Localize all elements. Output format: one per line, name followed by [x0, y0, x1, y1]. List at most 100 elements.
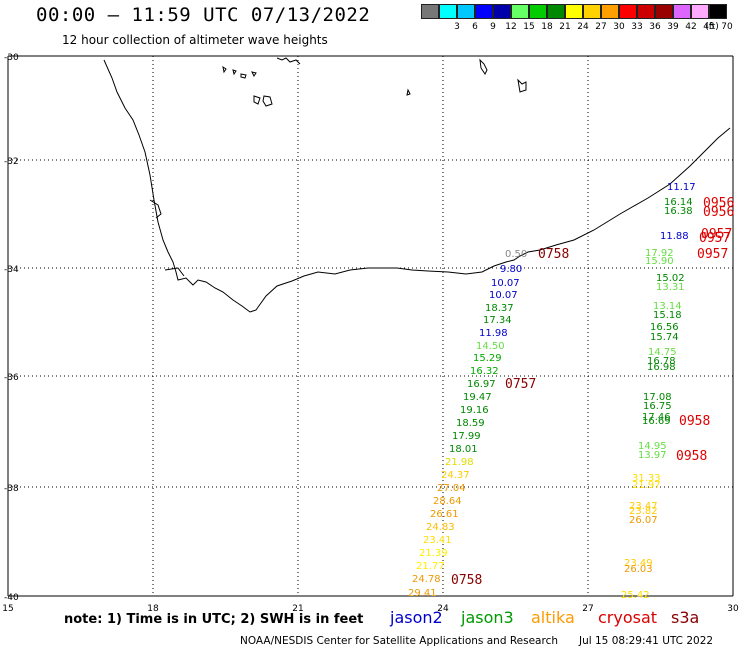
wave-height-label: 15.18	[653, 310, 682, 321]
legend-swatch	[619, 4, 637, 19]
wave-height-labels: 0.509.8010.0710.0718.3717.3411.9814.5015…	[408, 182, 696, 601]
wave-height-label: 15.02	[656, 273, 685, 284]
legend-label: 30	[613, 22, 625, 32]
wave-height-label: 18.01	[449, 444, 478, 455]
coastline-detail	[149, 199, 185, 277]
wave-height-label: 18.37	[485, 303, 514, 314]
wave-height-label: 0.50	[505, 249, 527, 260]
pass-time-label: 0757	[505, 377, 536, 392]
satellite-altika: altika	[531, 608, 575, 627]
pass-time-label: 0758	[538, 247, 569, 262]
lat-label: -38	[4, 484, 19, 494]
pass-time-label: 0958	[676, 449, 707, 464]
satellite-cryosat: cryosat	[598, 608, 658, 627]
legend-label: 24	[577, 22, 589, 32]
wave-height-label: 27.04	[437, 483, 466, 494]
wave-height-label: 23.47	[629, 501, 658, 512]
wave-height-label: 24.78	[412, 574, 441, 585]
legend-swatch	[637, 4, 655, 19]
legend-label: 9	[490, 22, 496, 32]
lon-label: 24	[437, 604, 449, 614]
page-title: 00:00 – 11:59 UTC 07/13/2022	[36, 4, 371, 26]
wave-height-label: 23.49	[624, 558, 653, 569]
wave-height-label: 13.97	[638, 450, 667, 461]
pass-time-label: 0956	[703, 196, 734, 211]
legend-label: 33	[631, 22, 643, 32]
coastline	[103, 59, 731, 313]
wave-height-label: 31.33	[632, 473, 661, 484]
wave-height-label: 14.75	[648, 347, 677, 358]
legend-swatch	[493, 4, 511, 19]
wave-height-label: 26.07	[629, 515, 658, 526]
wave-height-label: 13.14	[653, 301, 682, 312]
lat-label: -30	[4, 53, 19, 63]
wave-height-label: 23.82	[629, 506, 658, 517]
wave-height-label: 24.37	[441, 470, 470, 481]
wave-height-label: 16.98	[647, 362, 676, 373]
wave-height-label: 19.47	[463, 392, 492, 403]
wave-height-label: 15.90	[645, 256, 674, 267]
wave-height-label: 17.08	[643, 392, 672, 403]
wave-height-label: 17.92	[645, 248, 674, 259]
legend-unit: (ft)	[705, 22, 719, 32]
wave-height-label: 19.16	[460, 405, 489, 416]
wave-height-label: 17.34	[483, 315, 512, 326]
legend-swatch	[655, 4, 673, 19]
legend-label: 12	[505, 22, 517, 32]
wave-height-label: 10.07	[491, 278, 520, 289]
wave-height-label: 11.88	[660, 231, 689, 242]
wave-height-label: 21.97	[632, 480, 661, 491]
legend-label: 15	[523, 22, 535, 32]
legend-label: 27	[595, 22, 607, 32]
legend-swatch	[457, 4, 475, 19]
legend-swatch	[709, 4, 727, 19]
wave-height-label: 18.59	[456, 418, 485, 429]
legend-swatch	[601, 4, 619, 19]
legend-label: 70	[721, 22, 733, 32]
wave-height-label: 15.29	[473, 353, 502, 364]
wave-height-label: 26.61	[430, 509, 459, 520]
lon-label: 30	[727, 604, 739, 614]
wave-height-label: 21.39	[419, 548, 448, 559]
satellite-jason3: jason3	[461, 608, 514, 627]
wave-height-label: 21.77	[416, 561, 445, 572]
wave-height-label: 10.07	[489, 290, 518, 301]
legend-swatch	[475, 4, 493, 19]
wave-height-label: 13.31	[656, 282, 685, 293]
wave-height-label: 26.03	[624, 564, 653, 575]
map-grid	[7, 55, 734, 597]
pass-time-label: 0957	[697, 247, 728, 262]
legend-label: 39	[667, 22, 679, 32]
wave-height-label: 16.32	[470, 366, 499, 377]
wave-height-label: 16.97	[467, 379, 496, 390]
wave-height-label: 11.98	[479, 328, 508, 339]
lon-label: 21	[292, 604, 303, 614]
lat-label: -40	[4, 593, 19, 603]
wave-height-label: 24.83	[426, 522, 455, 533]
wave-height-label: 28.64	[433, 496, 462, 507]
legend-swatch	[439, 4, 457, 19]
units-note: note: 1) Time is in UTC; 2) SWH is in fe…	[64, 612, 364, 627]
legend-label: 3	[454, 22, 460, 32]
wave-height-label: 17.99	[452, 431, 481, 442]
wave-height-label: 23.41	[423, 535, 452, 546]
legend-label: 36	[649, 22, 661, 32]
legend-swatch	[511, 4, 529, 19]
color-legend: 3 6 9 12 15 18 21 24 27 30 33 36 39 42 45 70 (ft)	[421, 4, 733, 34]
legend-label: 18	[541, 22, 553, 32]
islands	[222, 57, 527, 107]
legend-swatch	[565, 4, 583, 19]
wave-height-label: 11.17	[667, 182, 696, 193]
wave-height-label: 14.50	[476, 341, 505, 352]
legend-label: 45	[703, 22, 715, 32]
satellite-s3a: s3a	[671, 608, 700, 627]
legend-label: 42	[685, 22, 697, 32]
pass-time-label: 0957	[699, 231, 730, 246]
lat-label: -36	[4, 373, 19, 383]
wave-height-label: 29.41	[408, 588, 437, 599]
legend-swatch	[673, 4, 691, 19]
wave-height-label: 16.56	[650, 322, 679, 333]
